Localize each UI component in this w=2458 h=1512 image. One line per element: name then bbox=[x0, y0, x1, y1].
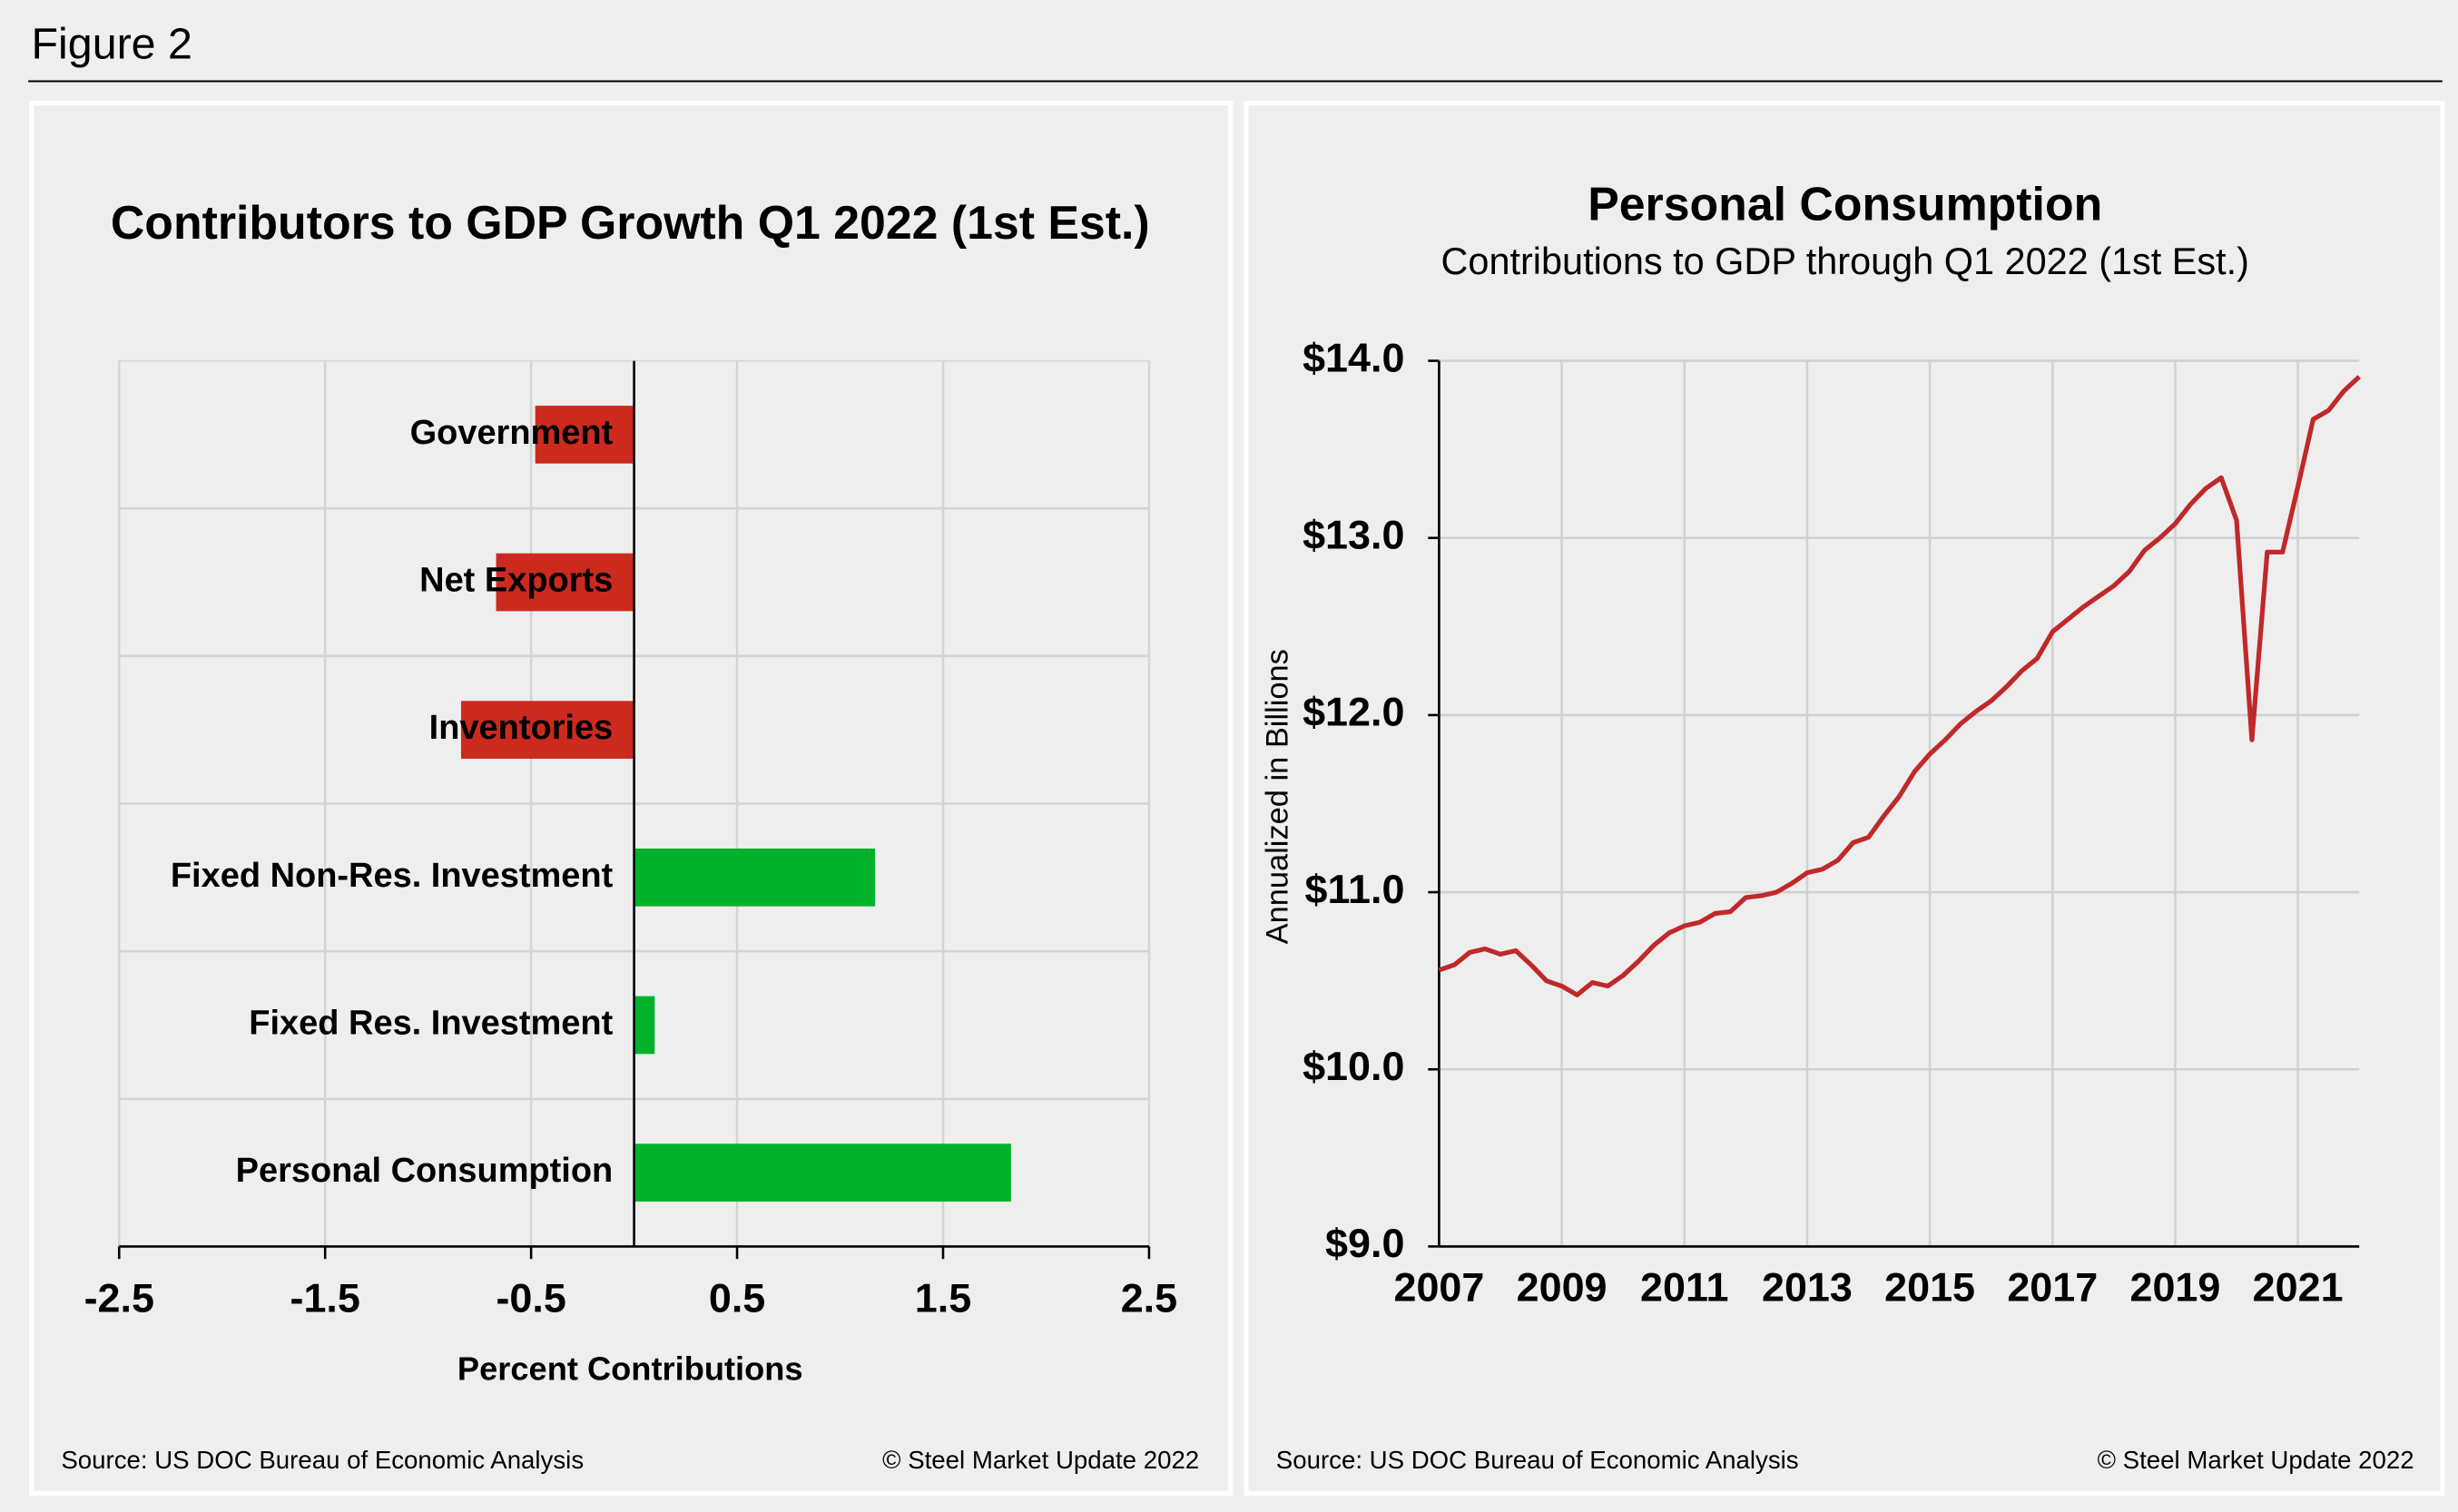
category-label: Fixed Res. Investment bbox=[249, 1005, 613, 1043]
bar bbox=[634, 996, 655, 1055]
credit: © Steel Market Update 2022 bbox=[2098, 1446, 2414, 1474]
y-tick-label: $14.0 bbox=[1303, 335, 1404, 380]
bar bbox=[535, 406, 634, 464]
bar bbox=[634, 1144, 1011, 1202]
x-tick-label: 0.5 bbox=[709, 1276, 765, 1321]
source: Source: US DOC Bureau of Economic Analys… bbox=[1276, 1446, 1799, 1474]
x-tick-label: 2013 bbox=[1762, 1265, 1853, 1311]
category-label: Inventories bbox=[429, 709, 614, 747]
x-axis-label: Percent Contributions bbox=[457, 1350, 803, 1388]
x-tick-label: -0.5 bbox=[496, 1276, 565, 1321]
category-label: Net Exports bbox=[419, 562, 613, 600]
y-tick-label: $13.0 bbox=[1303, 513, 1404, 558]
x-tick-label: 2007 bbox=[1393, 1265, 1484, 1311]
x-tick-label: 2019 bbox=[2130, 1265, 2221, 1311]
y-tick-label: $12.0 bbox=[1303, 690, 1404, 735]
category-label: Personal Consumption bbox=[236, 1152, 614, 1190]
x-tick-label: 2011 bbox=[1640, 1265, 1728, 1311]
series-line bbox=[1438, 375, 2361, 997]
x-tick-label: -2.5 bbox=[84, 1276, 154, 1321]
x-tick-label: 2.5 bbox=[1121, 1276, 1177, 1321]
figure-title: Figure 2 bbox=[32, 19, 192, 68]
bar bbox=[634, 848, 876, 907]
x-tick-label: 2017 bbox=[2007, 1265, 2098, 1311]
bar bbox=[460, 701, 634, 760]
chart-subtitle: Contributions to GDP through Q1 2022 (1s… bbox=[1440, 241, 2248, 282]
x-tick-label: 2021 bbox=[2253, 1265, 2344, 1311]
plot-area bbox=[1439, 360, 2360, 1247]
x-tick-label: 1.5 bbox=[915, 1276, 971, 1321]
category-label: Fixed Non-Res. Investment bbox=[171, 857, 614, 895]
y-tick-label: $10.0 bbox=[1303, 1044, 1404, 1089]
chart-title: Personal Consumption bbox=[1588, 178, 2102, 231]
x-tick-label: 2009 bbox=[1517, 1265, 1608, 1311]
category-label: Government bbox=[410, 414, 614, 452]
x-tick-label: -1.5 bbox=[290, 1276, 360, 1321]
chart-title: Contributors to GDP Growth Q1 2022 (1st … bbox=[111, 196, 1150, 249]
x-tick-label: 2015 bbox=[1884, 1265, 1975, 1311]
y-axis-label: Annualized in Billions bbox=[1260, 649, 1294, 944]
bar bbox=[496, 553, 634, 612]
y-tick-label: $11.0 bbox=[1305, 867, 1405, 912]
credit: © Steel Market Update 2022 bbox=[882, 1446, 1199, 1474]
source: Source: US DOC Bureau of Economic Analys… bbox=[61, 1446, 584, 1474]
y-tick-label: $9.0 bbox=[1325, 1221, 1404, 1266]
